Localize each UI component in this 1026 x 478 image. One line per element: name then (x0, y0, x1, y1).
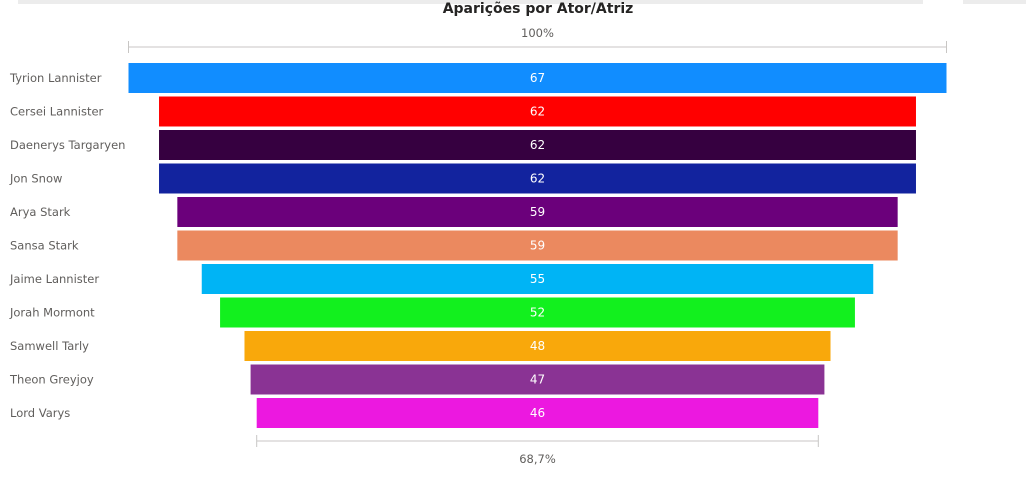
category-label-cersei-lannister: Cersei Lannister (10, 105, 104, 119)
category-label-arya-stark: Arya Stark (10, 205, 71, 219)
category-label-daenerys-targaryen: Daenerys Targaryen (10, 138, 125, 152)
value-label-theon-greyjoy: 47 (530, 373, 545, 387)
value-label-sansa-stark: 59 (530, 239, 545, 253)
funnel-bar-jaime-lannister[interactable] (201, 264, 874, 294)
funnel-bar-sansa-stark[interactable] (177, 230, 898, 261)
category-label-jaime-lannister: Jaime Lannister (9, 272, 99, 286)
value-label-tyrion-lannister: 67 (530, 71, 545, 85)
funnel-bar-lord-varys[interactable] (256, 398, 819, 428)
value-label-arya-stark: 59 (530, 205, 545, 219)
funnel-bar-arya-stark[interactable] (177, 197, 898, 227)
category-label-samwell-tarly: Samwell Tarly (10, 339, 89, 353)
category-label-jorah-mormont: Jorah Mormont (9, 306, 95, 320)
bottom-percent-ruler (256, 435, 819, 447)
funnel-bar-tyrion-lannister[interactable] (128, 63, 947, 93)
funnel-bar-jon-snow[interactable] (159, 163, 916, 194)
value-label-jorah-mormont: 52 (530, 306, 545, 320)
top-percent-ruler (128, 41, 947, 53)
top-percent-label: 100% (521, 26, 554, 40)
value-label-cersei-lannister: 62 (530, 105, 545, 119)
funnel-bar-theon-greyjoy[interactable] (250, 364, 825, 395)
category-label-jon-snow: Jon Snow (9, 172, 62, 186)
funnel-bar-samwell-tarly[interactable] (244, 331, 831, 361)
category-label-theon-greyjoy: Theon Greyjoy (9, 373, 94, 387)
value-label-lord-varys: 46 (530, 406, 545, 420)
value-label-daenerys-targaryen: 62 (530, 138, 545, 152)
category-label-lord-varys: Lord Varys (10, 406, 70, 420)
top-border-right (963, 0, 1026, 4)
category-label-sansa-stark: Sansa Stark (10, 239, 79, 253)
funnel-bar-daenerys-targaryen[interactable] (159, 130, 916, 160)
value-label-jon-snow: 62 (530, 172, 545, 186)
category-label-tyrion-lannister: Tyrion Lannister (9, 71, 102, 85)
funnel-bar-cersei-lannister[interactable] (159, 96, 916, 127)
chart-title: Aparições por Ator/Atriz (442, 1, 634, 17)
funnel-bar-jorah-mormont[interactable] (220, 297, 855, 328)
bottom-percent-label: 68,7% (519, 452, 556, 466)
value-label-samwell-tarly: 48 (530, 339, 545, 353)
top-border-left (18, 0, 923, 4)
value-label-jaime-lannister: 55 (530, 272, 545, 286)
